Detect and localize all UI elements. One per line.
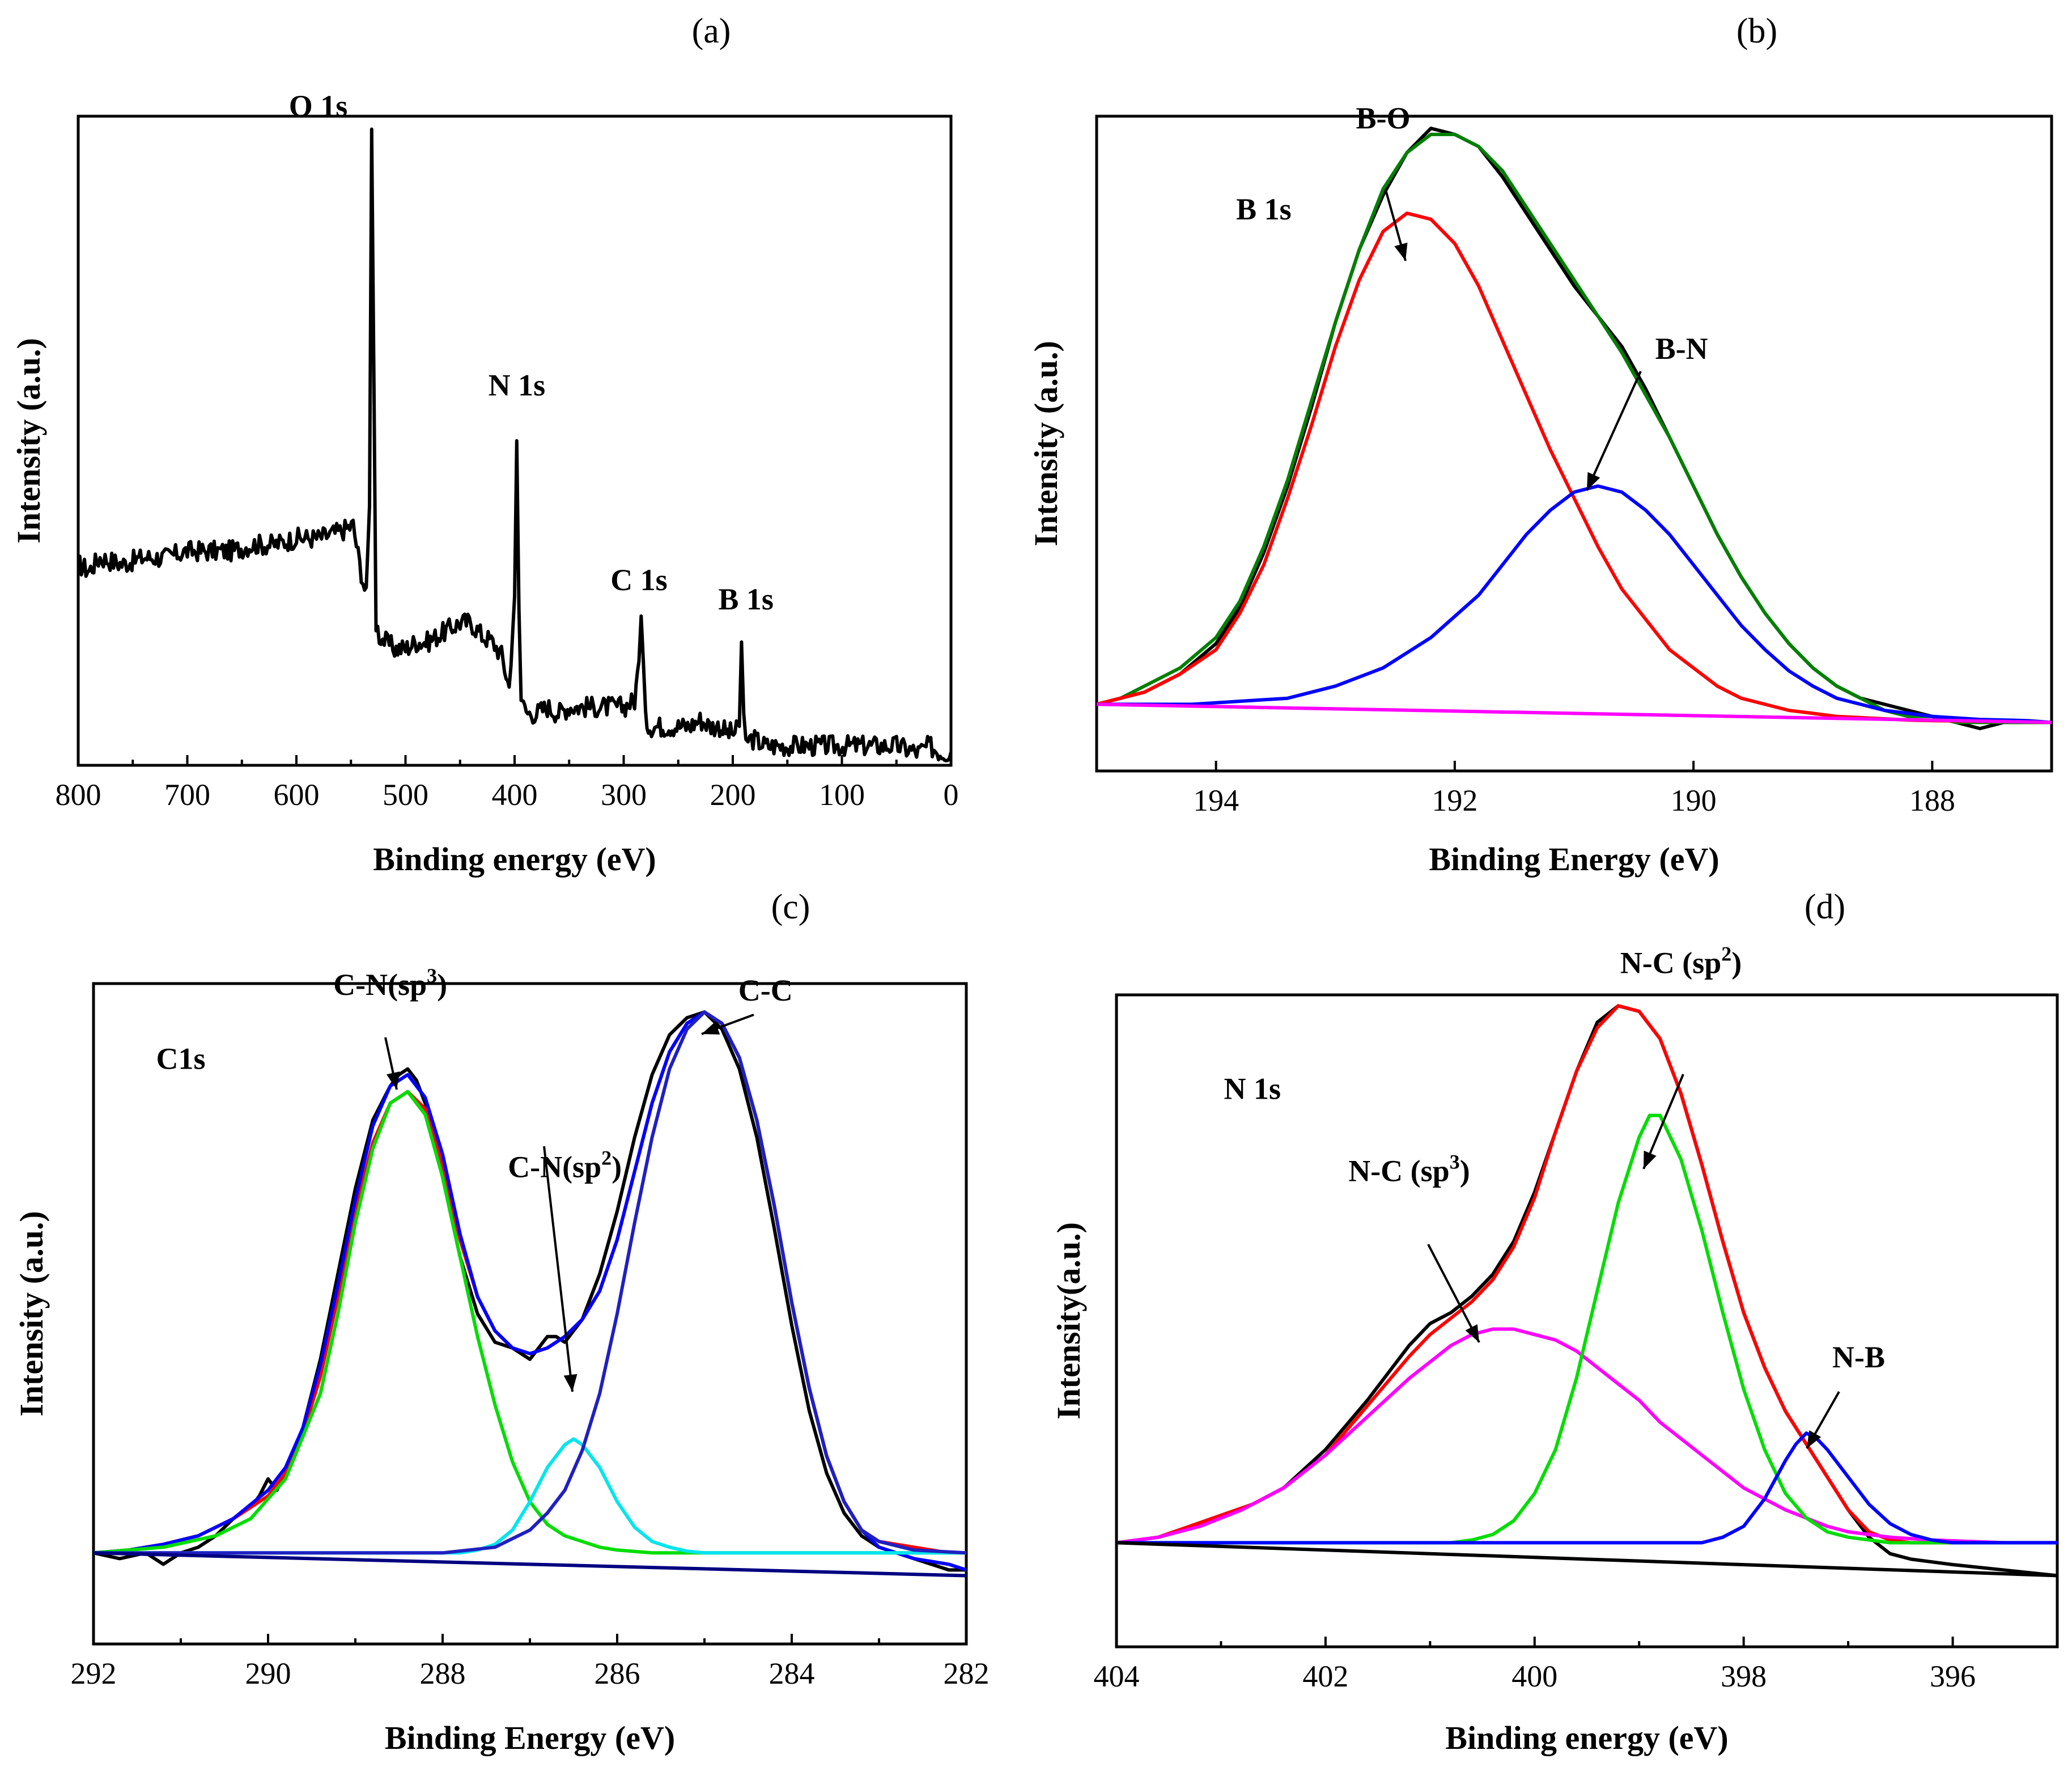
y-axis-label: Intensity (a.u.) bbox=[13, 1211, 50, 1417]
peak-label: N-C (sp2) bbox=[1620, 942, 1742, 980]
arrow-head bbox=[1465, 1324, 1479, 1342]
series-line-7 bbox=[94, 1551, 966, 1578]
annotation-arrow bbox=[1642, 1074, 1684, 1169]
peak-label: N 1s bbox=[1224, 1072, 1281, 1106]
y-axis-label: Intensity (a.u.) bbox=[1027, 341, 1064, 546]
x-tick-label: 194 bbox=[1193, 783, 1239, 817]
arrow-head bbox=[702, 1022, 720, 1035]
peak-label: B 1s bbox=[1236, 192, 1292, 226]
peak-label: O 1s bbox=[289, 89, 348, 123]
x-axis-label: Binding Energy (eV) bbox=[1429, 841, 1719, 878]
arrow-head bbox=[563, 1374, 578, 1392]
peak-label: N-B bbox=[1832, 1340, 1885, 1374]
x-tick-label: 398 bbox=[1721, 1659, 1767, 1693]
y-axis-label: Intensity(a.u.) bbox=[1050, 1222, 1087, 1419]
series-line-3 bbox=[94, 1010, 966, 1572]
plot-frame bbox=[1115, 993, 2059, 1649]
x-tick-label: 800 bbox=[56, 778, 101, 812]
series-line-6 bbox=[94, 1010, 966, 1555]
arrow-head bbox=[1394, 242, 1408, 261]
plot-frame bbox=[77, 115, 953, 767]
arrow-head bbox=[1587, 472, 1600, 490]
x-axis-label: Binding energy (eV) bbox=[373, 841, 656, 878]
x-tick-label: 190 bbox=[1671, 783, 1717, 817]
x-tick-label: 600 bbox=[274, 778, 320, 812]
x-tick-label: 282 bbox=[944, 1656, 990, 1690]
annotation-arrow bbox=[1586, 371, 1642, 491]
x-tick-label: 396 bbox=[1930, 1659, 1976, 1693]
panel-letter: (d) bbox=[1804, 888, 1845, 926]
x-tick-label: 292 bbox=[71, 1656, 117, 1690]
series-line-1 bbox=[78, 127, 951, 762]
series-line-5 bbox=[1116, 1431, 2057, 1545]
x-tick-label: 100 bbox=[819, 778, 865, 812]
x-tick-label: 188 bbox=[1909, 783, 1955, 817]
series-line-6 bbox=[1116, 1541, 2057, 1578]
arrow-head bbox=[1807, 1430, 1822, 1448]
peak-label: B-O bbox=[1356, 101, 1410, 135]
x-tick-label: 404 bbox=[1094, 1659, 1140, 1693]
annotation-arrow bbox=[543, 1146, 574, 1392]
arrow-head bbox=[386, 1071, 400, 1090]
x-tick-label: 0 bbox=[944, 778, 959, 812]
x-tick-label: 400 bbox=[1511, 1659, 1557, 1693]
panel-a: (a) 800 700 600 500 400 300 200 100 0 Binding ener… bbox=[10, 12, 959, 878]
peak-label: C-N(sp3) bbox=[333, 964, 447, 1002]
x-tick-label: 286 bbox=[595, 1656, 640, 1690]
x-tick-label: 402 bbox=[1302, 1659, 1348, 1693]
series-line-4 bbox=[1116, 1113, 2057, 1545]
peak-label: C1s bbox=[156, 1042, 205, 1076]
panel-d: (d) 404 402 400 398 396 Binding energy (eV) Int… bbox=[1050, 888, 2059, 1756]
x-tick-label: 192 bbox=[1432, 783, 1477, 817]
x-tick-label: 200 bbox=[710, 778, 756, 812]
series-line-3 bbox=[1097, 211, 2052, 724]
peak-label: C-N(sp2) bbox=[508, 1146, 622, 1184]
x-tick-label: 288 bbox=[420, 1656, 466, 1690]
peak-label: B 1s bbox=[718, 582, 774, 616]
panel-letter: (c) bbox=[771, 888, 810, 926]
x-tick-label: 284 bbox=[769, 1656, 815, 1690]
series-line-3 bbox=[1116, 1327, 2057, 1545]
y-axis-label: Intensity (a.u.) bbox=[10, 338, 47, 544]
series-line-2 bbox=[94, 1010, 966, 1555]
panel-b: (b) 194 192 190 188 Binding Energy (eV) Intens… bbox=[1027, 12, 2053, 878]
series-line-4 bbox=[1097, 484, 2052, 724]
series-line-4 bbox=[94, 1090, 966, 1555]
panel-c: (c) 292 290 288 286 284 282 Binding Energy (eV)… bbox=[13, 888, 990, 1756]
x-tick-label: 700 bbox=[164, 778, 210, 812]
peak-label: N 1s bbox=[489, 368, 546, 402]
panel-letter: (a) bbox=[692, 12, 731, 50]
plot-frame bbox=[1095, 115, 2053, 773]
peak-label: C 1s bbox=[610, 563, 668, 597]
peak-label: N-C (sp3) bbox=[1348, 1151, 1470, 1188]
x-axis-label: Binding Energy (eV) bbox=[385, 1719, 675, 1756]
x-tick-label: 300 bbox=[601, 778, 647, 812]
peak-label: C-C bbox=[738, 973, 793, 1007]
series-line-5 bbox=[1097, 702, 2052, 724]
arrow-head bbox=[1644, 1150, 1657, 1169]
x-tick-label: 400 bbox=[492, 778, 538, 812]
x-tick-label: 500 bbox=[383, 778, 428, 812]
x-axis-label: Binding energy (eV) bbox=[1445, 1719, 1728, 1756]
annotation-arrow bbox=[1427, 1244, 1480, 1343]
peak-label: B-N bbox=[1655, 332, 1708, 366]
series-line-1 bbox=[94, 1010, 966, 1572]
x-tick-label: 290 bbox=[245, 1656, 291, 1690]
plot-frame bbox=[92, 982, 968, 1646]
panel-letter: (b) bbox=[1736, 12, 1777, 50]
